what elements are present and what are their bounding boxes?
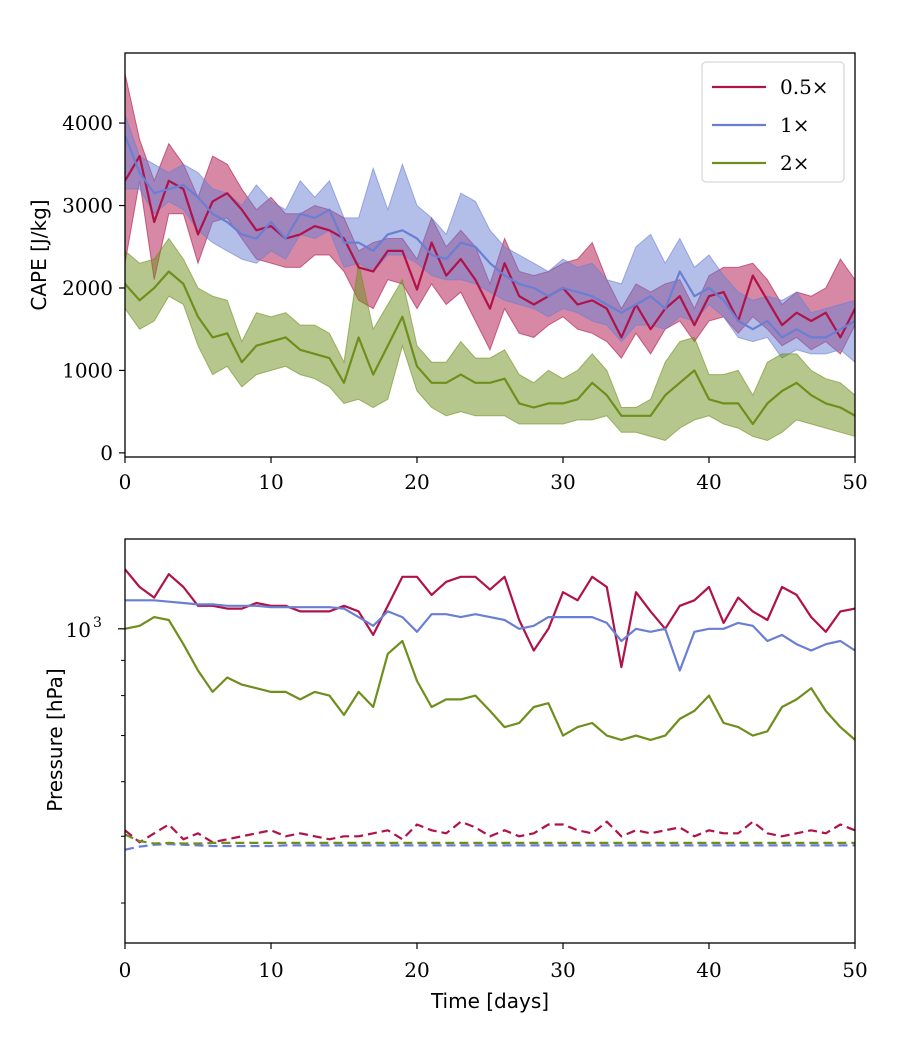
bottom-xtick-label: 20 (404, 958, 429, 982)
top-ytick-label: 0 (100, 441, 113, 465)
mean-line-2 (125, 270, 855, 426)
mean-line-0 (125, 155, 855, 339)
bottom-xlabel: Time [days] (430, 989, 549, 1013)
top-ylabel: CAPE [J/kg] (27, 199, 51, 310)
bottom-ylabel: Pressure [hPa] (43, 668, 67, 811)
top-ytick-label: 1000 (62, 358, 113, 382)
legend: 0.5× 1× 2× (701, 61, 845, 183)
bottom-ytick-label: 10 (66, 618, 91, 642)
top-ytick-label: 2000 (62, 276, 113, 300)
bottom-xtick-label: 30 (550, 958, 575, 982)
top-xtick-label: 10 (258, 470, 283, 494)
top-plot-area (125, 73, 855, 442)
legend-label-0: 0.5× (780, 75, 829, 99)
pressure-line-4 (125, 843, 855, 851)
bottom-plot-area (125, 568, 855, 851)
pressure-line-3 (125, 820, 855, 844)
top-ytick-label: 3000 (62, 194, 113, 218)
top-frame (124, 52, 856, 458)
pressure-line-1 (125, 599, 855, 672)
bottom-xtick-label: 10 (258, 958, 283, 982)
top-xtick-label: 0 (119, 470, 132, 494)
bottom-frame (124, 538, 856, 944)
legend-label-2: 2× (780, 151, 809, 175)
top-xtick-label: 30 (550, 470, 575, 494)
cape-panel: 0 10 20 30 40 50 0 1000 2000 3000 4000 0.5× 1× 2× (62, 52, 868, 494)
legend-label-1: 1× (780, 113, 809, 137)
top-xtick-label: 50 (842, 470, 867, 494)
legend-box (701, 61, 845, 183)
bottom-xtick-label: 50 (842, 958, 867, 982)
pressure-line-2 (125, 616, 855, 741)
top-xtick-label: 40 (696, 470, 721, 494)
pressure-line-5 (125, 833, 855, 845)
bottom-xtick-label: 40 (696, 958, 721, 982)
top-xtick-label: 20 (404, 470, 429, 494)
mean-line-1 (125, 134, 855, 339)
bottom-xtick-label: 0 (119, 958, 132, 982)
bottom-ytick-exponent: 3 (93, 615, 102, 631)
top-ytick-label: 4000 (62, 111, 113, 135)
